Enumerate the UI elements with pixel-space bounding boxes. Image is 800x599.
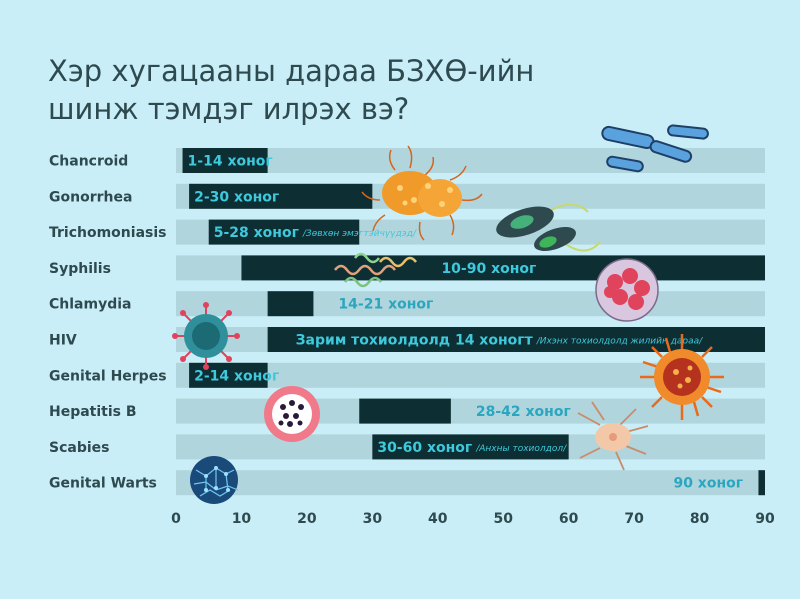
chart-row: Syphilis 10-90 хоног	[49, 255, 765, 281]
x-tick-label: 0	[171, 511, 181, 527]
range-bar	[372, 434, 569, 460]
bar-value-label: 1-14 хоног	[188, 154, 273, 170]
pink-cell-cluster-icon	[595, 258, 659, 322]
x-tick-label: 90	[755, 511, 775, 527]
x-tick-label: 40	[428, 511, 448, 527]
category-label: Genital Herpes	[49, 368, 167, 384]
scabies-mite-icon	[577, 401, 649, 471]
category-label: HIV	[49, 333, 77, 349]
spirochete-icon	[334, 252, 417, 288]
bar-value-label: 2-14 хоног	[194, 368, 279, 384]
wart-virus-icon	[190, 456, 239, 504]
chart-row: Genital Warts 90 хоног	[49, 470, 765, 496]
category-label: Gonorrhea	[49, 189, 132, 205]
chart-row: Scabies 30-60 хоног/Анхны тохиолдол/	[49, 434, 765, 460]
range-bar	[189, 362, 268, 388]
x-tick-label: 20	[297, 511, 317, 527]
bar-note-label: /Анхны тохиолдол/	[475, 444, 567, 454]
range-bar	[189, 183, 373, 209]
bar-value-label: 30-60 хоног	[377, 440, 472, 456]
category-label: Syphilis	[49, 261, 111, 277]
category-label: Hepatitis B	[49, 404, 137, 420]
x-tick-label: 70	[624, 511, 644, 527]
range-bar	[182, 148, 268, 173]
trichomonas-icon	[496, 203, 601, 252]
range-bar	[758, 470, 765, 496]
x-axis: 0 10 20 30 40 50 60 70 80 90	[171, 511, 775, 527]
bar-value-label: 5-28 хоног	[214, 225, 299, 241]
x-tick-label: 50	[493, 511, 513, 527]
hepatitis-b-icon	[264, 386, 320, 442]
category-label: Trichomoniasis	[49, 225, 166, 241]
bar-value-label: 14-21 хоног	[338, 297, 433, 313]
chart-row: Gonorrhea 2-30 хоног	[49, 183, 765, 209]
bar-track	[176, 470, 765, 496]
category-label: Chancroid	[49, 154, 128, 170]
range-bar	[208, 219, 360, 245]
bar-value-label: 28-42 хоног	[476, 404, 571, 420]
bar-note-label: /Зөвхөн эмэгтэйчүүдэд/	[302, 229, 417, 239]
bar-value-label: Зарим тохиолдолд 14 хоногт	[296, 333, 534, 349]
category-label: Scabies	[49, 440, 109, 456]
page-title-line-2: шинж тэмдэг илрэх вэ?	[48, 92, 410, 126]
range-bar	[241, 255, 765, 281]
x-tick-label: 80	[690, 511, 710, 527]
page-title: Хэр хугацааны дараа БЗХӨ-ийн шинж тэмдэг…	[48, 52, 608, 128]
chart-row: Trichomoniasis 5-28 хоног/Зөвхөн эмэгтэйч…	[49, 219, 765, 245]
chart-row: Chlamydia 14-21 хоног	[49, 291, 765, 317]
x-tick-label: 30	[363, 511, 383, 527]
bar-value-label: 2-30 хоног	[194, 189, 279, 205]
range-bar	[267, 291, 314, 317]
orange-bacterium-icon	[361, 145, 483, 241]
microbe-decorations	[172, 124, 724, 504]
x-tick-label: 60	[559, 511, 579, 527]
bar-note-label: /Ихэнх тохиолдолд жилийн дараа/	[536, 337, 703, 347]
bar-value-label: 10-90 хоног	[441, 261, 536, 277]
hiv-virus-icon	[172, 302, 240, 370]
bar-value-label: 90 хоног	[673, 476, 743, 492]
page-title-line-1: Хэр хугацааны дараа БЗХӨ-ийн	[48, 54, 535, 88]
bar-track	[176, 291, 765, 317]
chart-row: HIV Зарим тохиолдолд 14 хоногт/Ихэнх тохи…	[49, 327, 765, 352]
range-bar	[359, 398, 451, 424]
x-tick-label: 10	[232, 511, 252, 527]
herpes-virus-icon	[640, 334, 724, 420]
category-label: Chlamydia	[49, 297, 131, 313]
rod-bacteria-icon	[601, 124, 709, 173]
category-label: Genital Warts	[49, 476, 157, 492]
